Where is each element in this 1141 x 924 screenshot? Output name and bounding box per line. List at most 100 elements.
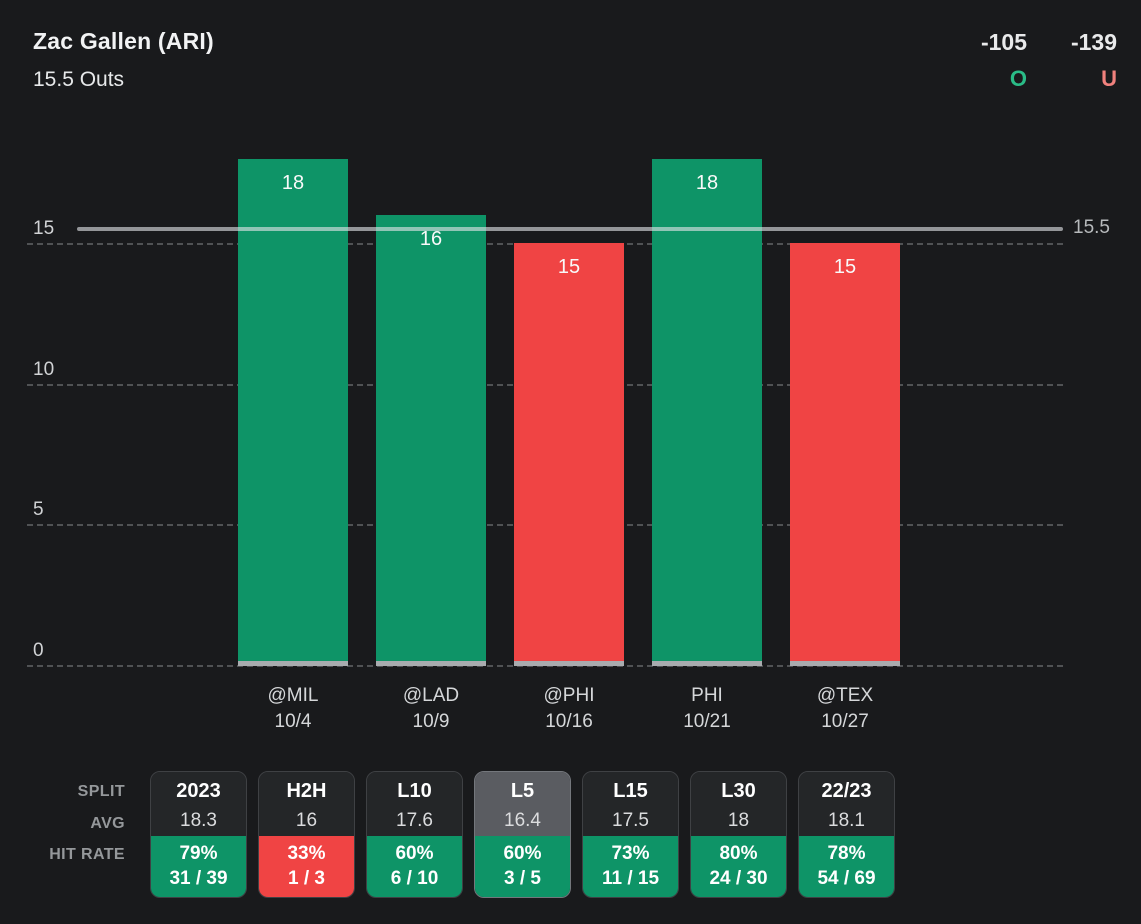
game-date-label: 10/4 xyxy=(274,711,312,732)
split-hit-rate: 79% 31 / 39 xyxy=(151,836,246,897)
split-card-22-23[interactable]: 22/23 18.1 78% 54 / 69 xyxy=(798,771,895,898)
bar-baseline-strip xyxy=(376,661,486,666)
split-avg: 18 xyxy=(727,810,750,831)
hit-rate-percent: 80% xyxy=(719,843,758,864)
bar-value-label: 16 xyxy=(419,228,443,250)
under-odds-button[interactable]: -139 U xyxy=(1060,29,1117,92)
split-card-header: L30 18 xyxy=(691,772,786,836)
hit-rate-percent: 60% xyxy=(503,843,542,864)
under-odds-value: -139 xyxy=(1070,29,1117,55)
opponent-label: PHI xyxy=(691,685,723,706)
split-hit-rate: 33% 1 / 3 xyxy=(259,836,354,897)
x-axis-label: @LAD 10/9 xyxy=(362,683,500,735)
split-name: L10 xyxy=(397,780,432,802)
split-card-l10[interactable]: L10 17.6 60% 6 / 10 xyxy=(366,771,463,898)
game-date-label: 10/21 xyxy=(683,711,731,732)
split-card-header: L10 17.6 xyxy=(367,772,462,836)
x-axis-label: PHI 10/21 xyxy=(638,683,776,735)
game-bar: 18 xyxy=(652,159,762,666)
split-card-header: 22/23 18.1 xyxy=(799,772,894,836)
game-date-label: 10/9 xyxy=(412,711,450,732)
bar-value-label: 15 xyxy=(833,256,857,278)
split-avg: 16.4 xyxy=(504,810,541,831)
hit-rate-fraction: 6 / 10 xyxy=(390,868,439,889)
split-avg: 17.5 xyxy=(612,810,649,831)
under-label: U xyxy=(1101,66,1117,91)
gridline xyxy=(27,665,1063,667)
prop-line-value-label: 15.5 xyxy=(1073,217,1110,238)
game-bar: 18 xyxy=(238,159,348,666)
odds-panel: -105 O -139 U xyxy=(970,29,1117,92)
header: Zac Gallen (ARI) 15.5 Outs xyxy=(33,28,214,92)
game-bar: 15 xyxy=(790,243,900,666)
opponent-label: @TEX xyxy=(816,685,874,706)
split-avg: 16 xyxy=(295,810,318,831)
hit-rate-fraction: 1 / 3 xyxy=(288,868,325,889)
player-name: Zac Gallen (ARI) xyxy=(33,28,214,54)
split-name: 2023 xyxy=(176,780,221,802)
split-name: L15 xyxy=(613,780,648,802)
hit-rate-fraction: 11 / 15 xyxy=(601,868,660,889)
hit-rate-percent: 79% xyxy=(179,843,218,864)
split-hit-rate: 73% 11 / 15 xyxy=(583,836,678,897)
over-odds-value: -105 xyxy=(980,29,1027,55)
hit-rate-percent: 60% xyxy=(395,843,434,864)
split-name: 22/23 xyxy=(821,780,872,802)
split-name: L30 xyxy=(721,780,756,802)
over-label: O xyxy=(1009,66,1027,91)
split-hit-rate: 80% 24 / 30 xyxy=(691,836,786,897)
game-bar: 15 xyxy=(514,243,624,666)
y-tick-label: 5 xyxy=(33,499,44,520)
split-cards: 2023 18.3 79% 31 / 39 H2H 16 33% 1 / 3 L10 17.6 60… xyxy=(150,771,895,898)
prop-line xyxy=(77,227,1063,231)
hit-rate-percent: 73% xyxy=(611,843,650,864)
over-odds-button[interactable]: -105 O xyxy=(970,29,1027,92)
split-name: L5 xyxy=(510,780,535,802)
bar-baseline-strip xyxy=(238,661,348,666)
bar-value-label: 18 xyxy=(281,172,305,194)
opponent-label: @MIL xyxy=(267,685,319,706)
opponent-label: @LAD xyxy=(402,685,460,706)
bar-baseline-strip xyxy=(514,661,624,666)
x-axis-label: @PHI 10/16 xyxy=(500,683,638,735)
split-avg: 18.3 xyxy=(180,810,217,831)
split-card-l5[interactable]: L5 16.4 60% 3 / 5 xyxy=(474,771,571,898)
opponent-label: @PHI xyxy=(543,685,595,706)
x-axis-label: @TEX 10/27 xyxy=(776,683,914,735)
split-hit-rate: 78% 54 / 69 xyxy=(799,836,894,897)
y-tick-label: 15 xyxy=(33,218,55,239)
split-card-header: L5 16.4 xyxy=(475,772,570,836)
hit-rate-percent: 33% xyxy=(287,843,326,864)
game-date-label: 10/27 xyxy=(821,711,869,732)
bar-baseline-strip xyxy=(790,661,900,666)
row-label-split: SPLIT xyxy=(77,783,125,800)
hit-rate-fraction: 54 / 69 xyxy=(817,868,876,889)
hit-rate-fraction: 24 / 30 xyxy=(709,868,768,889)
y-tick-label: 10 xyxy=(33,359,55,380)
row-label-avg: AVG xyxy=(90,815,125,832)
split-avg: 18.1 xyxy=(828,810,865,831)
split-card-header: L15 17.5 xyxy=(583,772,678,836)
split-hit-rate: 60% 6 / 10 xyxy=(367,836,462,897)
split-card-h2h[interactable]: H2H 16 33% 1 / 3 xyxy=(258,771,355,898)
split-card-header: H2H 16 xyxy=(259,772,354,836)
game-date-label: 10/16 xyxy=(545,711,593,732)
split-hit-rate: 60% 3 / 5 xyxy=(475,836,570,897)
bar-value-label: 18 xyxy=(695,172,719,194)
game-bar: 16 xyxy=(376,215,486,666)
bar-baseline-strip xyxy=(652,661,762,666)
split-card-header: 2023 18.3 xyxy=(151,772,246,836)
split-card-l15[interactable]: L15 17.5 73% 11 / 15 xyxy=(582,771,679,898)
split-avg: 17.6 xyxy=(396,810,433,831)
hit-rate-fraction: 3 / 5 xyxy=(504,868,541,889)
split-name: H2H xyxy=(286,780,327,802)
hit-rate-percent: 78% xyxy=(827,843,866,864)
y-tick-label: 0 xyxy=(33,640,44,661)
split-card-2023[interactable]: 2023 18.3 79% 31 / 39 xyxy=(150,771,247,898)
x-axis-label: @MIL 10/4 xyxy=(224,683,362,735)
row-label-hit-rate: HIT RATE xyxy=(49,846,125,863)
bar-value-label: 15 xyxy=(557,256,581,278)
split-card-l30[interactable]: L30 18 80% 24 / 30 xyxy=(690,771,787,898)
